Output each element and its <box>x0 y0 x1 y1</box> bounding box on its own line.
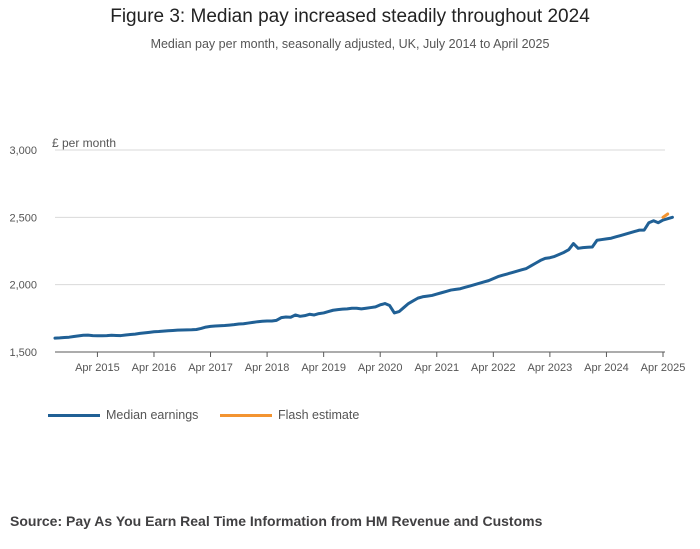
series-line-median-earnings <box>53 215 674 340</box>
source-note: Source: Pay As You Earn Real Time Inform… <box>10 513 543 529</box>
x-tick-label: Apr 2019 <box>301 362 346 374</box>
legend-swatch-flash <box>220 413 272 417</box>
legend-item-flash: Flash estimate <box>220 408 359 422</box>
x-tick-label: Apr 2016 <box>132 362 177 374</box>
x-tick-label: Apr 2023 <box>528 362 573 374</box>
chart-subtitle: Median pay per month, seasonally adjuste… <box>150 37 550 51</box>
legend-swatch-median <box>48 413 100 417</box>
y-axis-label: £ per month <box>52 136 116 150</box>
legend-item-median: Median earnings <box>48 408 198 422</box>
line-chart: 1,500 2,000 2,500 3,000 £ per month Apr 2015 A… <box>9 136 686 374</box>
series-line-flash-estimate <box>661 212 670 219</box>
legend-label-median: Median earnings <box>106 408 199 422</box>
chart-title: Figure 3: Median pay increased steadily … <box>110 6 590 27</box>
x-tick-label: Apr 2017 <box>188 362 233 374</box>
legend-label-flash: Flash estimate <box>278 408 360 422</box>
x-tick-label: Apr 2018 <box>245 362 290 374</box>
y-tick-label: 2,000 <box>9 280 37 292</box>
x-tick-label: Apr 2021 <box>414 362 459 374</box>
x-tick-label: Apr 2024 <box>584 362 629 374</box>
x-tick-label: Apr 2022 <box>471 362 516 374</box>
x-tick-label: Apr 2020 <box>358 362 403 374</box>
y-tick-label: 2,500 <box>9 212 37 224</box>
y-tick-label: 1,500 <box>9 347 37 359</box>
x-tick-label: Apr 2015 <box>75 362 120 374</box>
y-tick-label: 3,000 <box>9 145 37 157</box>
x-tick-label: Apr 2025 <box>641 362 686 374</box>
